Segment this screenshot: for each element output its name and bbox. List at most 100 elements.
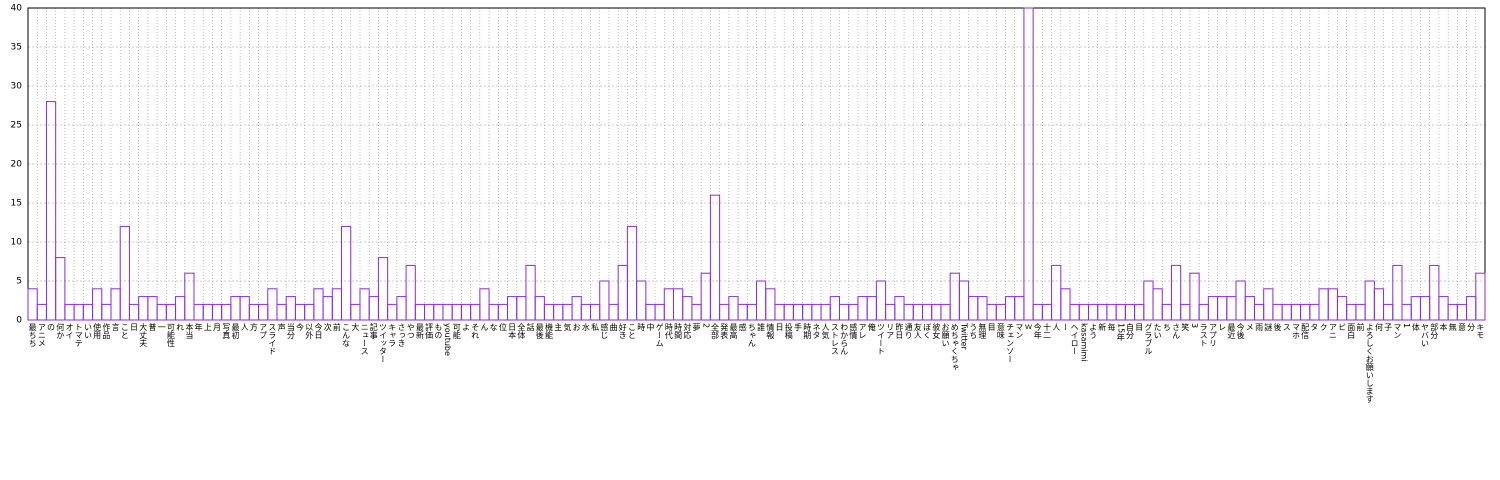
bar (1309, 303, 1320, 321)
x-tick-label: マン (1015, 323, 1024, 339)
bar (1419, 296, 1431, 321)
x-tick-label: ちゃん (747, 323, 756, 347)
bar (562, 303, 573, 321)
bar (1060, 288, 1071, 321)
x-tick-label: 作品 (102, 322, 111, 340)
bar (571, 296, 582, 321)
x-tick-label: 可能性 (166, 323, 175, 347)
bar (1383, 303, 1394, 321)
x-tick-label: いい (83, 323, 92, 339)
x-tick-label: リア (886, 323, 895, 339)
bar (368, 296, 379, 321)
x-tick-label: 本 (1439, 322, 1448, 332)
x-tick-label: よう (1089, 323, 1098, 339)
x-tick-label: 感じ (600, 322, 609, 339)
bar (921, 303, 933, 321)
bar (848, 303, 859, 321)
x-tick-label: 好き (618, 322, 627, 339)
bar (829, 296, 840, 321)
bar (488, 303, 499, 321)
x-tick-label: 時 (637, 323, 646, 331)
bar (737, 303, 748, 321)
x-tick-label: 方 (249, 322, 258, 332)
x-tick-label: 15年 (1116, 323, 1125, 342)
x-tick-label: ニュース (360, 323, 369, 355)
bar (636, 280, 647, 321)
x-tick-label: アプ (259, 323, 268, 339)
bar (857, 296, 868, 321)
bar (1438, 296, 1449, 321)
bar (866, 296, 877, 321)
bar (977, 296, 988, 321)
x-tick-label: 無理 (978, 322, 987, 339)
bar (525, 264, 536, 321)
x-tick-label: アニ (1328, 323, 1337, 339)
bar (1124, 303, 1136, 321)
y-tick-label: 20 (11, 160, 23, 170)
x-tick-label: アレ (858, 323, 867, 339)
x-tick-label: 笑 (1181, 322, 1190, 332)
x-tick-label: 意 (1457, 322, 1466, 331)
x-tick-label: 位 (498, 322, 507, 331)
bar (1235, 280, 1246, 321)
x-tick-label: もの (434, 323, 443, 339)
y-tick-label: 5 (16, 277, 22, 287)
bar (1087, 303, 1099, 321)
x-tick-label: ん (480, 323, 489, 331)
x-tick-label: 曲 (609, 322, 618, 332)
x-tick-label: 目 (1135, 323, 1144, 332)
bar (654, 303, 665, 321)
bar (894, 296, 905, 321)
x-tick-label: 雨 (1255, 323, 1264, 332)
bar (682, 296, 693, 321)
x-tick-label: 本当 (185, 322, 194, 340)
x-tick-label: 2 (701, 323, 710, 328)
x-tick-label: たい (1153, 323, 1162, 339)
x-tick-label: アプリ (1208, 323, 1217, 347)
x-tick-label: オイ (65, 323, 74, 339)
bar (156, 303, 167, 321)
bar (331, 288, 343, 321)
x-tick-label: ヤバい (1421, 323, 1430, 347)
x-tick-label: 最近 (1227, 323, 1236, 340)
x-tick-label: キモ (1476, 323, 1485, 339)
bar (165, 303, 177, 321)
x-tick-label: 最初 (231, 323, 240, 340)
x-tick-label: 手 (793, 322, 802, 332)
x-tick-label: 当分 (286, 322, 295, 340)
bar (1069, 303, 1080, 321)
bar (1097, 303, 1108, 321)
x-tick-label: こと (120, 323, 129, 339)
bar (73, 303, 84, 321)
x-tick-label: 彼女 (932, 322, 941, 340)
bar (258, 303, 269, 321)
bar (304, 303, 315, 321)
bar (36, 303, 47, 321)
x-tick-label: 今年 (1033, 322, 1042, 340)
x-tick-label: Twitter (959, 322, 968, 351)
bar (479, 288, 490, 321)
bar (968, 296, 979, 321)
bar (1272, 303, 1283, 321)
bar (350, 303, 361, 321)
bar (838, 303, 850, 321)
x-tick-label: ち (1162, 323, 1171, 331)
bar (414, 303, 426, 321)
x-tick-label: 機能 (545, 322, 554, 340)
bar (599, 280, 610, 321)
x-tick-label: ス (1282, 323, 1291, 331)
bar (1004, 296, 1016, 321)
x-tick-label: お願い (941, 323, 950, 347)
x-tick-label: レ (1218, 323, 1227, 331)
bar (1244, 296, 1255, 321)
x-tick-label: キャラ (388, 323, 397, 347)
bar (691, 303, 702, 321)
bar (811, 303, 822, 321)
x-tick-label: 毎 (1107, 322, 1116, 332)
x-tick-label: 夢 (692, 322, 701, 332)
bar (442, 303, 453, 321)
bar (92, 288, 103, 321)
bar (507, 296, 518, 321)
x-tick-label: マホ (1291, 323, 1300, 339)
